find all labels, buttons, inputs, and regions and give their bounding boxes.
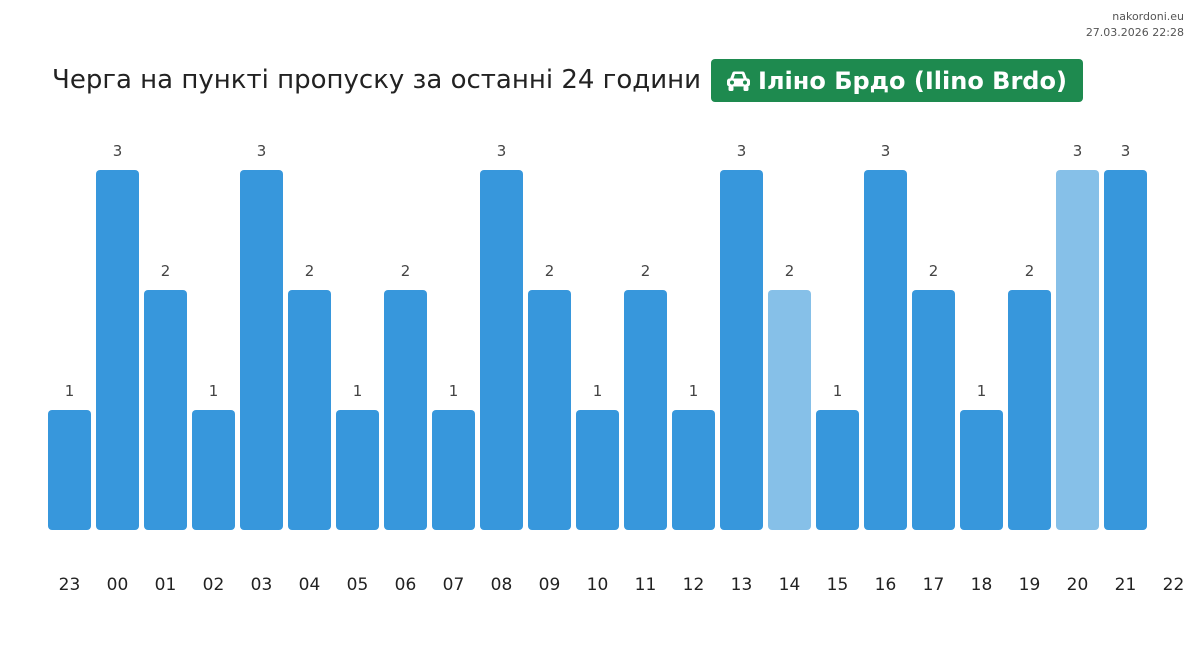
bar-01 bbox=[144, 290, 187, 530]
value-label-07: 1 bbox=[449, 382, 459, 400]
value-label-16: 3 bbox=[881, 142, 891, 160]
bar-14 bbox=[768, 290, 811, 530]
hour-label-10: 10 bbox=[587, 575, 609, 595]
bar-07 bbox=[432, 410, 475, 530]
hour-label-22: 22 bbox=[1163, 575, 1185, 595]
value-label-10: 1 bbox=[593, 382, 603, 400]
bar-21 bbox=[1104, 170, 1147, 530]
value-label-15: 1 bbox=[833, 382, 843, 400]
chart-title: Черга на пункті пропуску за останні 24 г… bbox=[52, 65, 702, 95]
bar-12 bbox=[672, 410, 715, 530]
value-label-20: 3 bbox=[1073, 142, 1083, 160]
site-info: nakordoni.eu 27.03.2026 22:28 bbox=[1086, 9, 1184, 41]
value-label-08: 3 bbox=[497, 142, 507, 160]
hour-label-09: 09 bbox=[539, 575, 561, 595]
value-label-13: 3 bbox=[737, 142, 747, 160]
bar-09 bbox=[528, 290, 571, 530]
hour-label-19: 19 bbox=[1019, 575, 1041, 595]
hour-label-05: 05 bbox=[347, 575, 369, 595]
bar-23 bbox=[48, 410, 91, 530]
value-label-19: 2 bbox=[1025, 262, 1035, 280]
bar-13 bbox=[720, 170, 763, 530]
car-icon bbox=[725, 70, 752, 92]
hour-label-23: 23 bbox=[59, 575, 81, 595]
crossing-name: Іліно Брдо (Ilino Brdo) bbox=[758, 66, 1067, 95]
value-label-01: 2 bbox=[161, 262, 171, 280]
hour-label-15: 15 bbox=[827, 575, 849, 595]
bar-11 bbox=[624, 290, 667, 530]
value-label-04: 2 bbox=[305, 262, 315, 280]
bar-15 bbox=[816, 410, 859, 530]
value-label-12: 1 bbox=[689, 382, 699, 400]
bar-20 bbox=[1056, 170, 1099, 530]
site-name: nakordoni.eu bbox=[1112, 10, 1184, 23]
hour-label-07: 07 bbox=[443, 575, 465, 595]
hour-label-12: 12 bbox=[683, 575, 705, 595]
value-label-18: 1 bbox=[977, 382, 987, 400]
hour-label-11: 11 bbox=[635, 575, 657, 595]
bar-08 bbox=[480, 170, 523, 530]
crossing-badge: Іліно Брдо (Ilino Brdo) bbox=[711, 59, 1083, 102]
value-label-00: 3 bbox=[113, 142, 123, 160]
value-label-14: 2 bbox=[785, 262, 795, 280]
hour-label-03: 03 bbox=[251, 575, 273, 595]
hour-label-13: 13 bbox=[731, 575, 753, 595]
hour-label-21: 21 bbox=[1115, 575, 1137, 595]
hour-label-08: 08 bbox=[491, 575, 513, 595]
bar-05 bbox=[336, 410, 379, 530]
hour-label-01: 01 bbox=[155, 575, 177, 595]
value-label-02: 1 bbox=[209, 382, 219, 400]
value-label-06: 2 bbox=[401, 262, 411, 280]
chart-header: Черга на пункті пропуску за останні 24 г… bbox=[52, 59, 1083, 102]
bar-06 bbox=[384, 290, 427, 530]
bar-16 bbox=[864, 170, 907, 530]
bar-19 bbox=[1008, 290, 1051, 530]
value-label-03: 3 bbox=[257, 142, 267, 160]
bar-17 bbox=[912, 290, 955, 530]
hour-label-16: 16 bbox=[875, 575, 897, 595]
hour-label-00: 00 bbox=[107, 575, 129, 595]
hour-label-20: 20 bbox=[1067, 575, 1089, 595]
value-label-05: 1 bbox=[353, 382, 363, 400]
value-label-11: 2 bbox=[641, 262, 651, 280]
hour-label-17: 17 bbox=[923, 575, 945, 595]
value-label-17: 2 bbox=[929, 262, 939, 280]
bar-00 bbox=[96, 170, 139, 530]
bar-02 bbox=[192, 410, 235, 530]
hour-label-02: 02 bbox=[203, 575, 225, 595]
bar-10 bbox=[576, 410, 619, 530]
bar-04 bbox=[288, 290, 331, 530]
hour-label-06: 06 bbox=[395, 575, 417, 595]
bar-18 bbox=[960, 410, 1003, 530]
bar-03 bbox=[240, 170, 283, 530]
value-label-21: 3 bbox=[1121, 142, 1131, 160]
value-label-09: 2 bbox=[545, 262, 555, 280]
site-timestamp: 27.03.2026 22:28 bbox=[1085, 26, 1184, 39]
hour-label-14: 14 bbox=[779, 575, 801, 595]
hour-label-04: 04 bbox=[299, 575, 321, 595]
value-label-23: 1 bbox=[65, 382, 75, 400]
hour-label-18: 18 bbox=[971, 575, 993, 595]
